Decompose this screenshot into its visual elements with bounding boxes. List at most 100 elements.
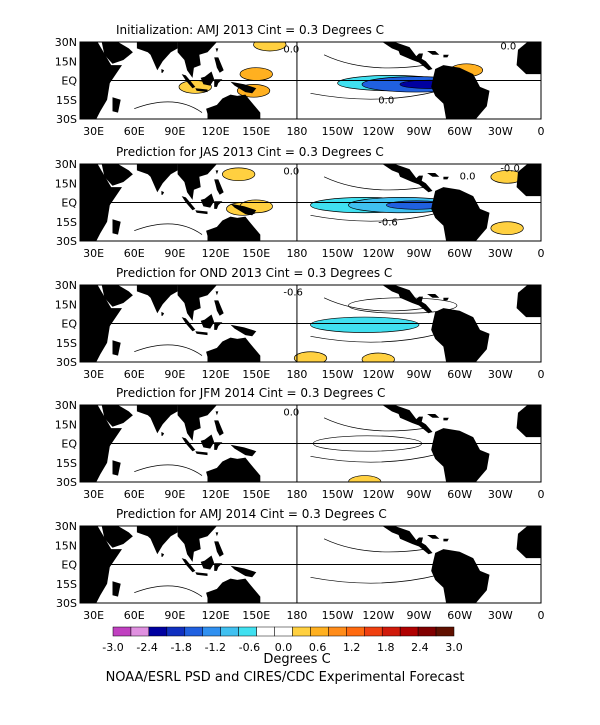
land-sumatra bbox=[181, 74, 196, 89]
lat-tick-label: 15S bbox=[56, 578, 77, 591]
lon-tick-label: 120E bbox=[202, 609, 230, 622]
colorbar-swatch bbox=[112, 626, 132, 637]
lon-tick-label: 150W bbox=[322, 488, 354, 501]
land-srilanka bbox=[161, 311, 165, 316]
land-asia bbox=[177, 164, 217, 200]
land-taiwan bbox=[215, 170, 219, 175]
map-frame bbox=[79, 525, 542, 604]
land-cuba bbox=[427, 173, 440, 177]
lon-tick-label: 90W bbox=[407, 609, 432, 622]
map-frame bbox=[79, 284, 542, 363]
colorbar-label: 1.2 bbox=[343, 641, 361, 654]
map-panel: -0.6 Prediction for OND 2013 Cint = 0.3 D… bbox=[55, 266, 545, 381]
land-sulawesi bbox=[214, 442, 223, 450]
land-mexico bbox=[382, 285, 433, 314]
anomaly-patch bbox=[490, 221, 524, 235]
lon-tick-label: 120W bbox=[362, 247, 394, 260]
colorbar-swatch bbox=[238, 626, 257, 637]
land-sumatra bbox=[181, 196, 196, 211]
lat-tick-label: EQ bbox=[61, 438, 77, 451]
land-sumatra bbox=[181, 317, 196, 332]
lat-tick-label: EQ bbox=[61, 197, 77, 210]
land-asia bbox=[177, 526, 217, 562]
land-srilanka bbox=[161, 69, 165, 73]
land-taiwan bbox=[215, 291, 219, 296]
land-hispaniola bbox=[443, 176, 449, 180]
lat-tick-label: 15N bbox=[55, 55, 77, 68]
lat-tick-label: 15N bbox=[55, 539, 77, 552]
lon-tick-label: 150W bbox=[322, 125, 354, 138]
land-java bbox=[195, 88, 208, 93]
lon-tick-label: 120E bbox=[202, 247, 230, 260]
lon-tick-label: 180 bbox=[286, 368, 307, 381]
colorbar-label: -3.0 bbox=[102, 641, 123, 654]
colorbar-swatch bbox=[435, 626, 455, 637]
lon-tick-label: 60W bbox=[447, 609, 472, 622]
lon-tick-label: 30W bbox=[488, 488, 513, 501]
contour-line bbox=[134, 344, 203, 356]
land-sulawesi bbox=[214, 201, 223, 209]
lon-tick-label: 60W bbox=[447, 125, 472, 138]
anomaly-patch bbox=[239, 67, 273, 81]
colorbar-swatch bbox=[381, 626, 401, 637]
colorbar-swatch bbox=[184, 626, 203, 637]
lon-tick-label: 60W bbox=[447, 247, 472, 260]
contour-line bbox=[323, 54, 426, 69]
lon-tick-label: 90E bbox=[164, 368, 185, 381]
lat-tick-label: 15S bbox=[56, 457, 77, 470]
map-frame bbox=[79, 163, 542, 242]
land-india bbox=[136, 526, 178, 555]
contour-line bbox=[134, 101, 203, 113]
land-southamerica bbox=[431, 65, 490, 119]
lon-tick-label: 120E bbox=[202, 368, 230, 381]
land-sumatra bbox=[181, 437, 196, 452]
colorbar-swatch bbox=[417, 626, 437, 637]
lat-tick-label: 30N bbox=[55, 279, 77, 292]
land-taiwan bbox=[215, 411, 219, 416]
lon-tick-label: 120E bbox=[202, 488, 230, 501]
colorbar-label: 3.0 bbox=[445, 641, 463, 654]
lat-tick-label: 30N bbox=[55, 158, 77, 171]
land-arabia bbox=[101, 526, 133, 548]
land-borneo bbox=[200, 193, 215, 208]
colorbar-swatch bbox=[220, 626, 239, 637]
panel-title: Prediction for AMJ 2014 Cint = 0.3 Degre… bbox=[116, 507, 387, 521]
contour-line bbox=[323, 176, 426, 191]
land-japan bbox=[229, 522, 233, 526]
land-southamerica bbox=[431, 549, 490, 603]
land-australia bbox=[206, 216, 261, 241]
land-newguinea bbox=[230, 444, 257, 457]
land-madagascar bbox=[112, 581, 121, 597]
lon-tick-label: 60E bbox=[124, 609, 145, 622]
land-hispaniola bbox=[443, 297, 449, 301]
land-japan bbox=[229, 401, 233, 405]
lat-tick-label: 30N bbox=[55, 36, 77, 49]
map-panel: 0.0 -0.0 -0.6 0.0 Prediction for JAS 2013 Ci… bbox=[55, 145, 545, 260]
lon-tick-label: 90E bbox=[164, 247, 185, 260]
land-taiwan bbox=[215, 532, 219, 537]
lon-tick-label: 30W bbox=[488, 368, 513, 381]
colorbar-swatch bbox=[328, 626, 347, 637]
land-india bbox=[136, 405, 178, 434]
lon-tick-label: 0 bbox=[538, 368, 545, 381]
land-asia bbox=[177, 42, 217, 78]
land-asia bbox=[177, 405, 217, 441]
lon-tick-label: 30W bbox=[488, 125, 513, 138]
lon-tick-label: 60E bbox=[124, 125, 145, 138]
lon-tick-label: 180 bbox=[286, 247, 307, 260]
lat-tick-label: 30S bbox=[56, 113, 77, 126]
colorbar-swatch bbox=[399, 626, 419, 637]
footer-credit: NOAA/ESRL PSD and CIRES/CDC Experimental… bbox=[106, 670, 465, 685]
land-india bbox=[136, 285, 178, 314]
land-japan bbox=[229, 281, 233, 285]
contour-line bbox=[323, 297, 426, 312]
land-borneo bbox=[200, 71, 215, 86]
land-australia bbox=[206, 94, 261, 119]
panel-title: Prediction for JAS 2013 Cint = 0.3 Degre… bbox=[116, 145, 384, 159]
land-westafrica bbox=[516, 285, 541, 318]
lon-tick-label: 0 bbox=[538, 125, 545, 138]
lon-tick-label: 90W bbox=[407, 247, 432, 260]
land-arabia bbox=[101, 405, 133, 427]
panel-title: Prediction for OND 2013 Cint = 0.3 Degre… bbox=[116, 266, 392, 280]
